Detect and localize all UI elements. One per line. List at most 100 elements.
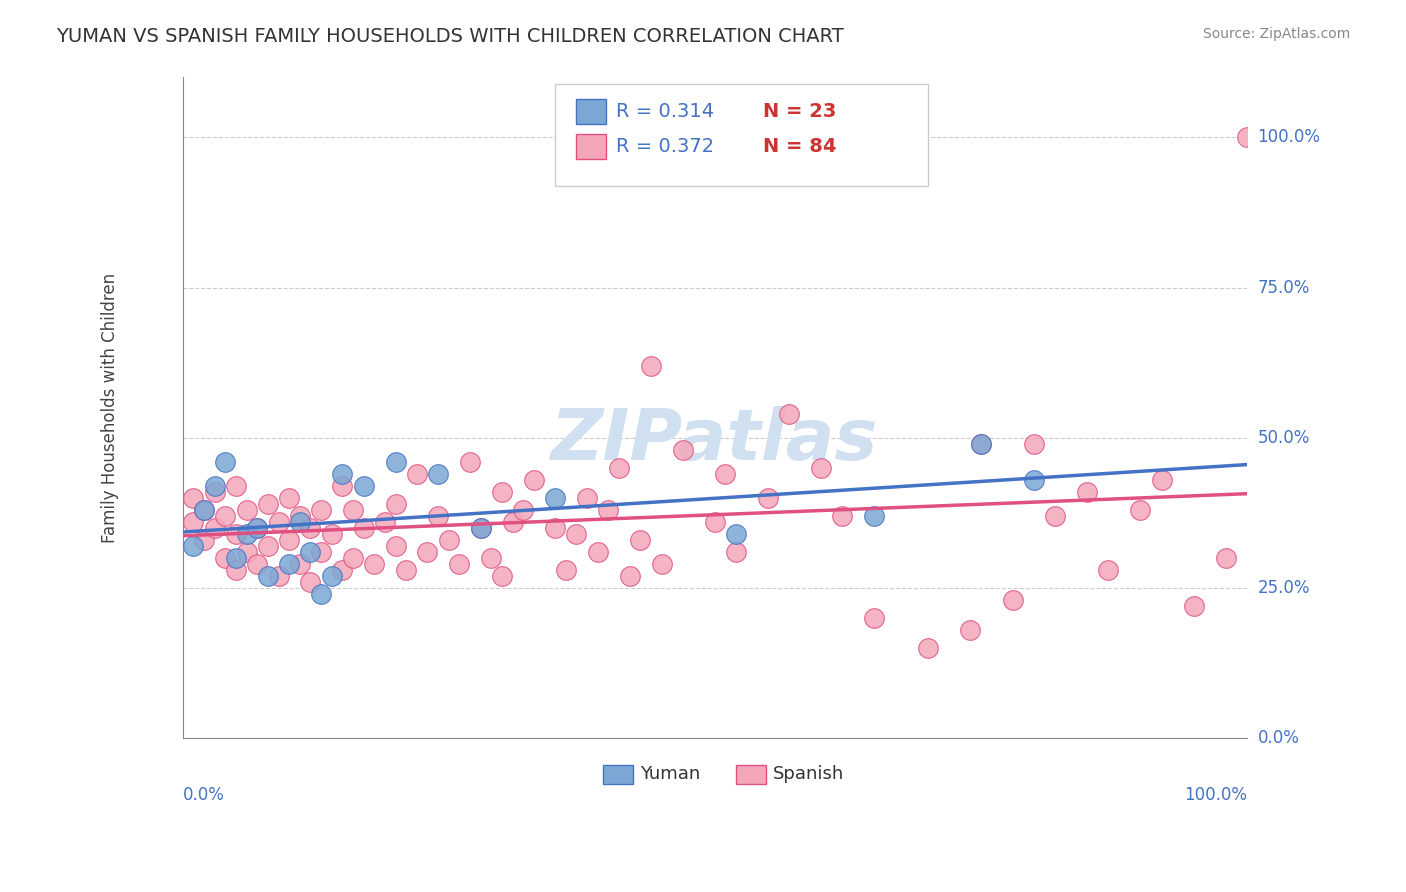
Text: N = 23: N = 23: [762, 102, 837, 120]
Point: [214, 454, 236, 468]
Point: [204, 520, 226, 534]
Text: 100.0%: 100.0%: [1257, 128, 1320, 146]
Point: [1022, 473, 1045, 487]
Point: [225, 550, 247, 565]
Point: [1129, 502, 1152, 516]
Point: [586, 544, 609, 558]
Text: R = 0.372: R = 0.372: [616, 136, 714, 155]
Point: [714, 467, 737, 481]
Point: [1236, 130, 1258, 145]
Text: 75.0%: 75.0%: [1257, 278, 1310, 296]
Point: [831, 508, 853, 523]
Point: [437, 533, 460, 547]
Point: [651, 557, 673, 571]
Point: [970, 436, 993, 450]
Point: [214, 550, 236, 565]
Text: 100.0%: 100.0%: [1184, 786, 1247, 804]
Point: [288, 557, 311, 571]
Point: [330, 563, 353, 577]
Point: [204, 484, 226, 499]
Point: [267, 568, 290, 582]
Text: 0.0%: 0.0%: [1257, 729, 1299, 747]
Point: [778, 407, 800, 421]
Point: [225, 478, 247, 492]
FancyBboxPatch shape: [576, 99, 606, 124]
Text: 0.0%: 0.0%: [183, 786, 225, 804]
Point: [384, 454, 406, 468]
Point: [299, 544, 322, 558]
Point: [246, 520, 269, 534]
Point: [502, 515, 524, 529]
Point: [672, 442, 695, 457]
Point: [640, 359, 662, 373]
Point: [598, 502, 620, 516]
Point: [342, 550, 364, 565]
FancyBboxPatch shape: [603, 765, 633, 784]
Point: [321, 526, 343, 541]
Point: [544, 520, 567, 534]
Point: [565, 526, 588, 541]
Point: [479, 550, 502, 565]
Text: Yuman: Yuman: [640, 765, 700, 783]
Point: [1215, 550, 1237, 565]
Point: [278, 533, 301, 547]
Point: [204, 478, 226, 492]
Point: [384, 497, 406, 511]
Point: [299, 520, 322, 534]
Point: [1097, 563, 1119, 577]
Point: [725, 544, 748, 558]
Point: [427, 508, 450, 523]
Point: [1182, 599, 1205, 613]
Point: [309, 587, 332, 601]
Point: [607, 460, 630, 475]
Point: [395, 563, 418, 577]
FancyBboxPatch shape: [555, 84, 928, 186]
Point: [863, 610, 886, 624]
Point: [183, 491, 205, 505]
Point: [299, 574, 322, 589]
Point: [288, 508, 311, 523]
Point: [183, 539, 205, 553]
Point: [288, 515, 311, 529]
Point: [491, 484, 513, 499]
Point: [1045, 508, 1067, 523]
Text: Family Households with Children: Family Households with Children: [101, 272, 120, 542]
Point: [416, 544, 439, 558]
Point: [309, 502, 332, 516]
Point: [427, 467, 450, 481]
Point: [449, 557, 471, 571]
Point: [225, 526, 247, 541]
Point: [235, 526, 257, 541]
Point: [917, 640, 939, 655]
Point: [330, 467, 353, 481]
Point: [1150, 473, 1173, 487]
Point: [342, 502, 364, 516]
Point: [458, 454, 481, 468]
Point: [810, 460, 832, 475]
Text: Source: ZipAtlas.com: Source: ZipAtlas.com: [1202, 27, 1350, 41]
Point: [330, 478, 353, 492]
Point: [246, 557, 269, 571]
Point: [1022, 436, 1045, 450]
Point: [193, 502, 215, 516]
Point: [619, 568, 641, 582]
Point: [257, 497, 280, 511]
Point: [278, 491, 301, 505]
Point: [321, 568, 343, 582]
Text: N = 84: N = 84: [762, 136, 837, 155]
FancyBboxPatch shape: [576, 134, 606, 159]
Point: [576, 491, 599, 505]
Point: [470, 520, 492, 534]
Point: [257, 568, 280, 582]
Point: [214, 508, 236, 523]
Point: [193, 533, 215, 547]
Point: [628, 533, 651, 547]
Text: 25.0%: 25.0%: [1257, 579, 1310, 597]
Point: [267, 515, 290, 529]
Point: [278, 557, 301, 571]
Text: Spanish: Spanish: [773, 765, 845, 783]
Point: [544, 491, 567, 505]
Point: [353, 520, 375, 534]
Point: [959, 623, 981, 637]
Point: [970, 436, 993, 450]
